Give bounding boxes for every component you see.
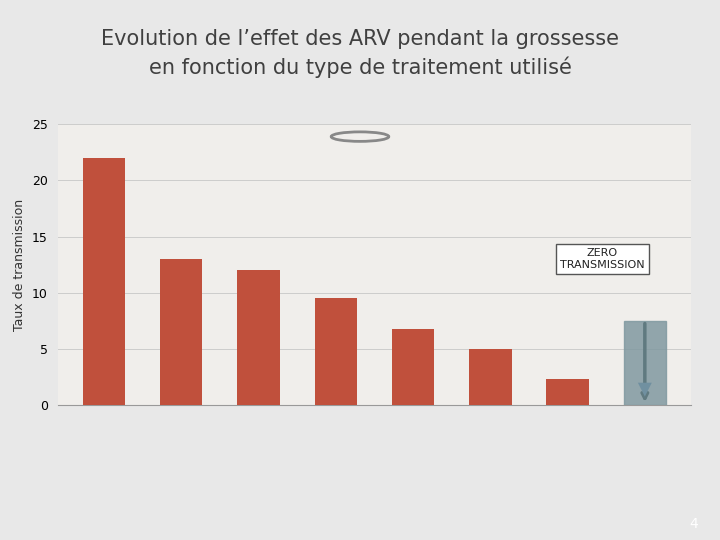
Bar [315, 298, 357, 405]
Y-axis label: Taux de transmission: Taux de transmission [14, 199, 27, 330]
Bar [546, 379, 589, 405]
Text: Evolution de l’effet des ARV pendant la grossesse
en fonction du type de traitem: Evolution de l’effet des ARV pendant la … [101, 29, 619, 78]
Bar [238, 270, 280, 405]
Bar [469, 349, 511, 405]
Bar [83, 158, 125, 405]
Text: ZERO
TRANSMISSION: ZERO TRANSMISSION [560, 248, 644, 270]
Bar [392, 329, 434, 405]
Bar [160, 259, 202, 405]
Text: 4: 4 [690, 517, 698, 531]
Bar [624, 321, 666, 405]
